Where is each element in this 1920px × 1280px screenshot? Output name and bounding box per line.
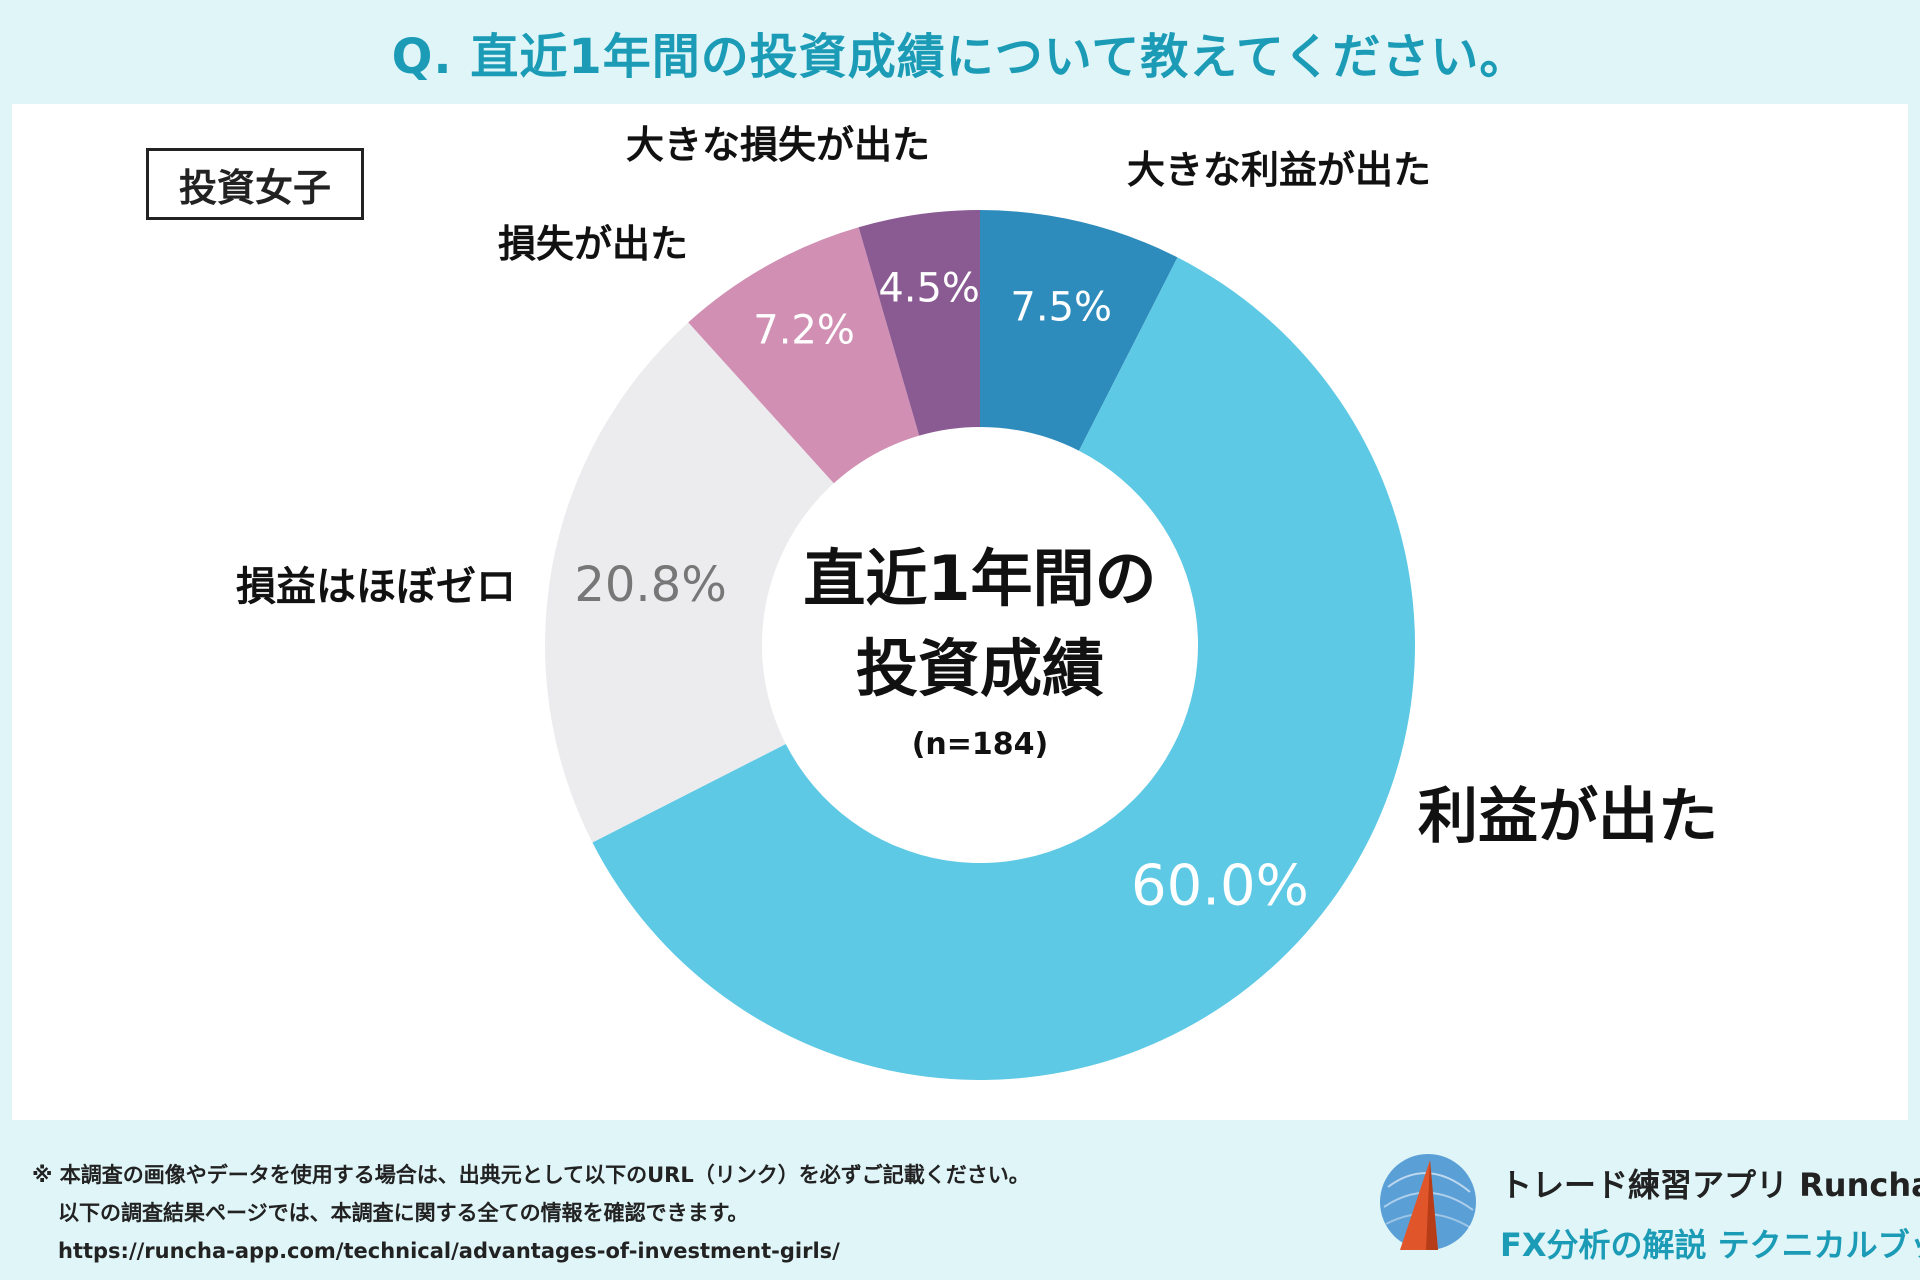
brand-tagline: FX分析の解説 テクニカルブック <box>1500 1226 1920 1264</box>
footer: ※ 本調査の画像やデータを使用する場合は、出典元として以下のURL（リンク）を必… <box>0 1120 1920 1280</box>
donut-slice <box>980 210 1178 451</box>
slice-value-label: 60.0% <box>1131 854 1309 919</box>
donut-slice <box>544 322 834 843</box>
donut-slice <box>592 257 1416 1081</box>
usage-note-line2: 以下の調査結果ページでは、本調査に関する全ての情報を確認できます。 <box>58 1201 749 1225</box>
segment-tag: 投資女子 <box>146 148 364 220</box>
donut-slice <box>858 210 980 436</box>
slice-value-label: 7.5% <box>1010 285 1112 331</box>
slice-category-label: 大きな損失が出た <box>626 123 930 167</box>
runcha-logo-icon <box>1380 1154 1476 1250</box>
slice-value-label: 20.8% <box>574 557 726 613</box>
brand-block: トレード練習アプリ Runcha FX分析の解説 テクニカルブック <box>1500 1160 1920 1266</box>
slice-value-label: 7.2% <box>753 308 855 354</box>
source-url-link[interactable]: https://runcha-app.com/technical/advanta… <box>58 1239 840 1263</box>
slice-category-label: 損益はほぼゼロ <box>236 564 516 610</box>
brand-app-name: トレード練習アプリ Runcha <box>1500 1166 1920 1204</box>
slice-category-label: 利益が出た <box>1418 782 1718 852</box>
donut-chart: 7.5% 大きな利益が出た 60.0% 利益が出た 20.8% 損益はほぼゼロ 7.2% 損失… <box>236 123 1718 1081</box>
center-label-line2: 投資成績 <box>856 632 1104 705</box>
slice-category-label: 損失が出た <box>498 222 688 266</box>
slice-value-label: 4.5% <box>878 266 980 312</box>
slice-category-label: 大きな利益が出た <box>1127 148 1431 192</box>
question-title: Q. 直近1年間の投資成績について教えてください。 <box>391 29 1529 85</box>
usage-note: ※ 本調査の画像やデータを使用する場合は、出典元として以下のURL（リンク）を必… <box>32 1156 1030 1270</box>
header-bar: Q. 直近1年間の投資成績について教えてください。 <box>0 0 1920 104</box>
usage-note-line1: ※ 本調査の画像やデータを使用する場合は、出典元として以下のURL（リンク）を必… <box>32 1163 1030 1187</box>
donut-slice <box>688 227 920 484</box>
center-sample-size: (n=184) <box>912 727 1049 762</box>
center-label-line1: 直近1年間の <box>803 542 1156 615</box>
